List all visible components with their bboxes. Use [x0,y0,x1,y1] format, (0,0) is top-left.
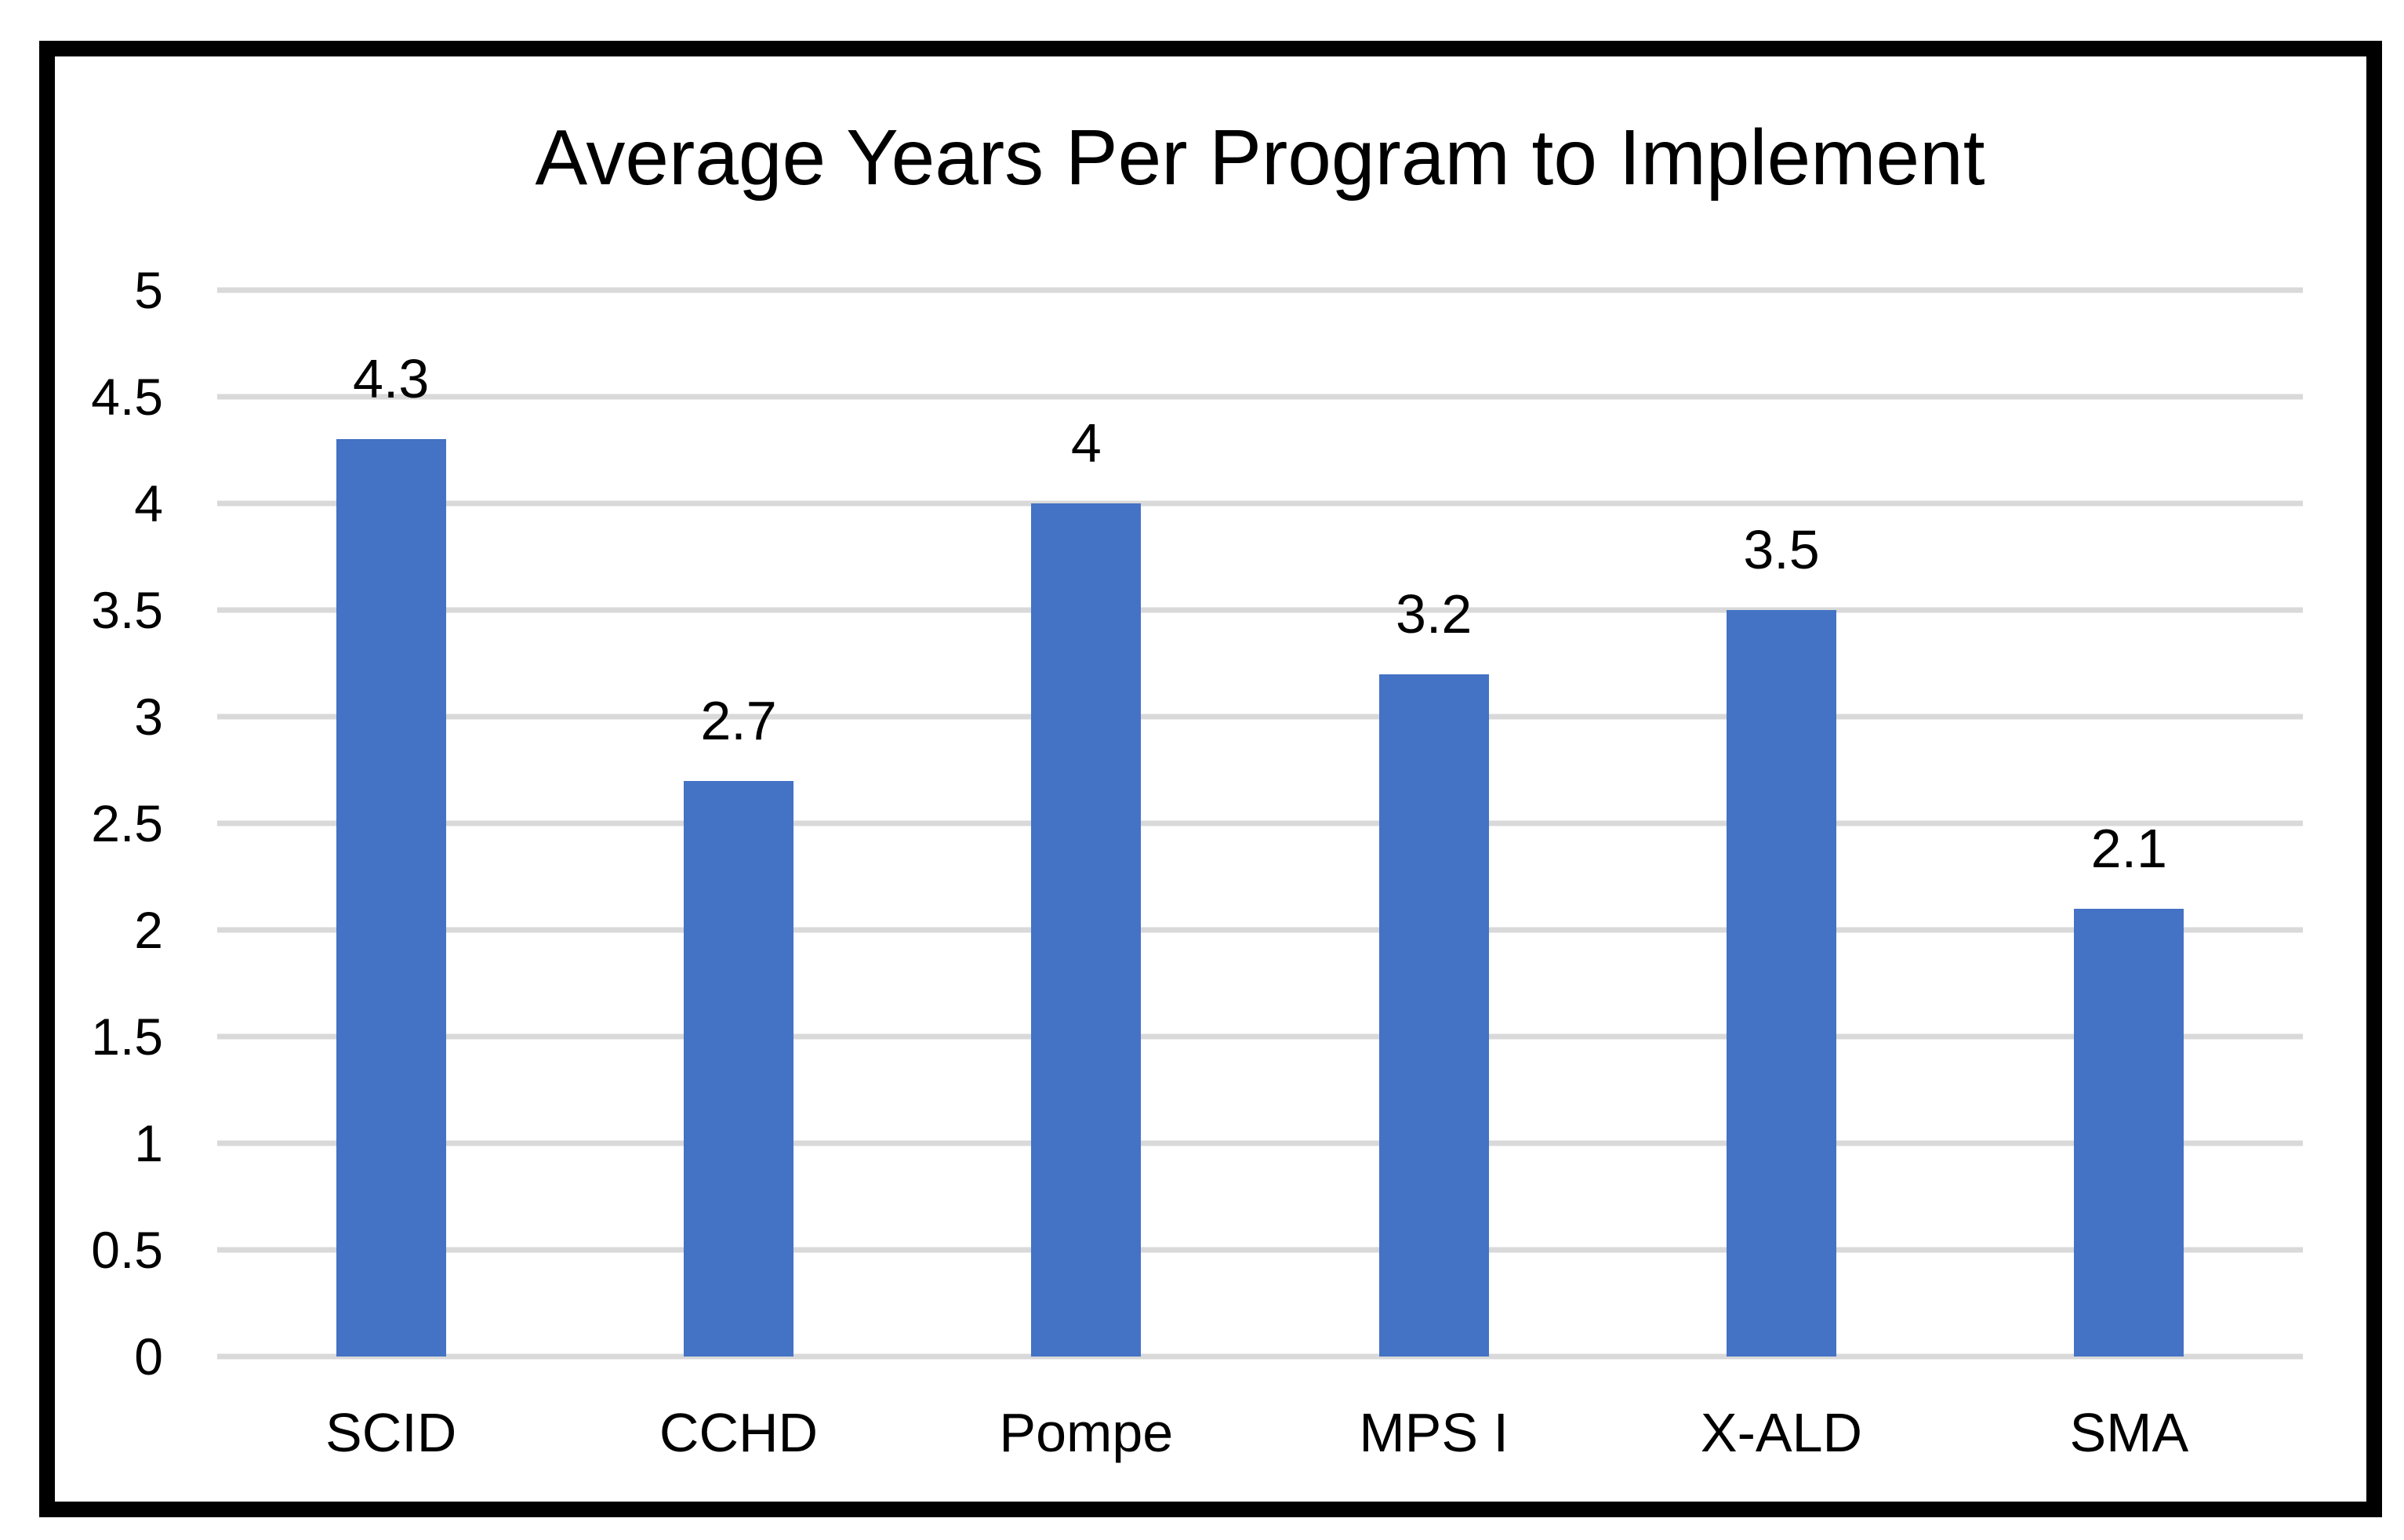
chart-frame [39,41,2382,1517]
bar-value-label: 2.1 [2090,817,2167,879]
gridline [217,714,2303,720]
category-label-sma: SMA [2069,1402,2189,1463]
bar-mps-i [1378,674,1489,1357]
y-axis-tick-labels: 5 4.5 4 3.5 3 2.5 2 1.5 1 0.5 0 [31,264,163,1382]
bar-value-label: 3.5 [1743,519,1820,580]
bar-pompe [1031,503,1142,1357]
gridline [217,1353,2303,1360]
gridline [217,820,2303,826]
gridline [217,1033,2303,1040]
ytick-label: 5 [134,261,163,319]
chart-title: Average Years Per Program to Implement [535,114,1985,202]
bar-cchd [684,780,793,1357]
gridline [217,394,2303,400]
bar-value-label: 3.2 [1396,583,1473,645]
gridline [217,1140,2303,1146]
x-axis-category-labels: SCID CCHD Pompe MPS I X-ALD SMA [217,1405,2303,1484]
bar-value-label: 4 [1070,412,1102,474]
ytick-label: 0.5 [91,1221,163,1279]
bar-value-label: 4.3 [353,348,430,410]
ytick-label: 4 [134,474,163,532]
bar-scid [336,439,446,1357]
ytick-label: 3 [134,688,163,746]
gridline [217,927,2303,933]
bar-value-label: 2.7 [700,689,777,751]
gridline [217,1247,2303,1253]
ytick-label: 1 [134,1114,163,1172]
category-label-mps-i: MPS I [1359,1402,1509,1463]
gridline [217,287,2303,293]
ytick-label: 1.5 [91,1008,163,1066]
ytick-label: 4.5 [91,368,163,426]
category-label-x-ald: X-ALD [1700,1402,1863,1463]
ytick-label: 0 [134,1328,163,1386]
category-label-scid: SCID [325,1402,457,1463]
ytick-label: 2 [134,901,163,959]
bar-x-ald [1727,610,1836,1357]
ytick-label: 2.5 [91,794,163,852]
gridline [217,500,2303,507]
plot-area: 4.3 2.7 4 3.2 3.5 2.1 [217,287,2303,1360]
category-label-cchd: CCHD [659,1402,819,1463]
ytick-label: 3.5 [91,581,163,639]
category-label-pompe: Pompe [999,1402,1174,1463]
gridline [217,607,2303,613]
bar-sma [2074,908,2184,1357]
